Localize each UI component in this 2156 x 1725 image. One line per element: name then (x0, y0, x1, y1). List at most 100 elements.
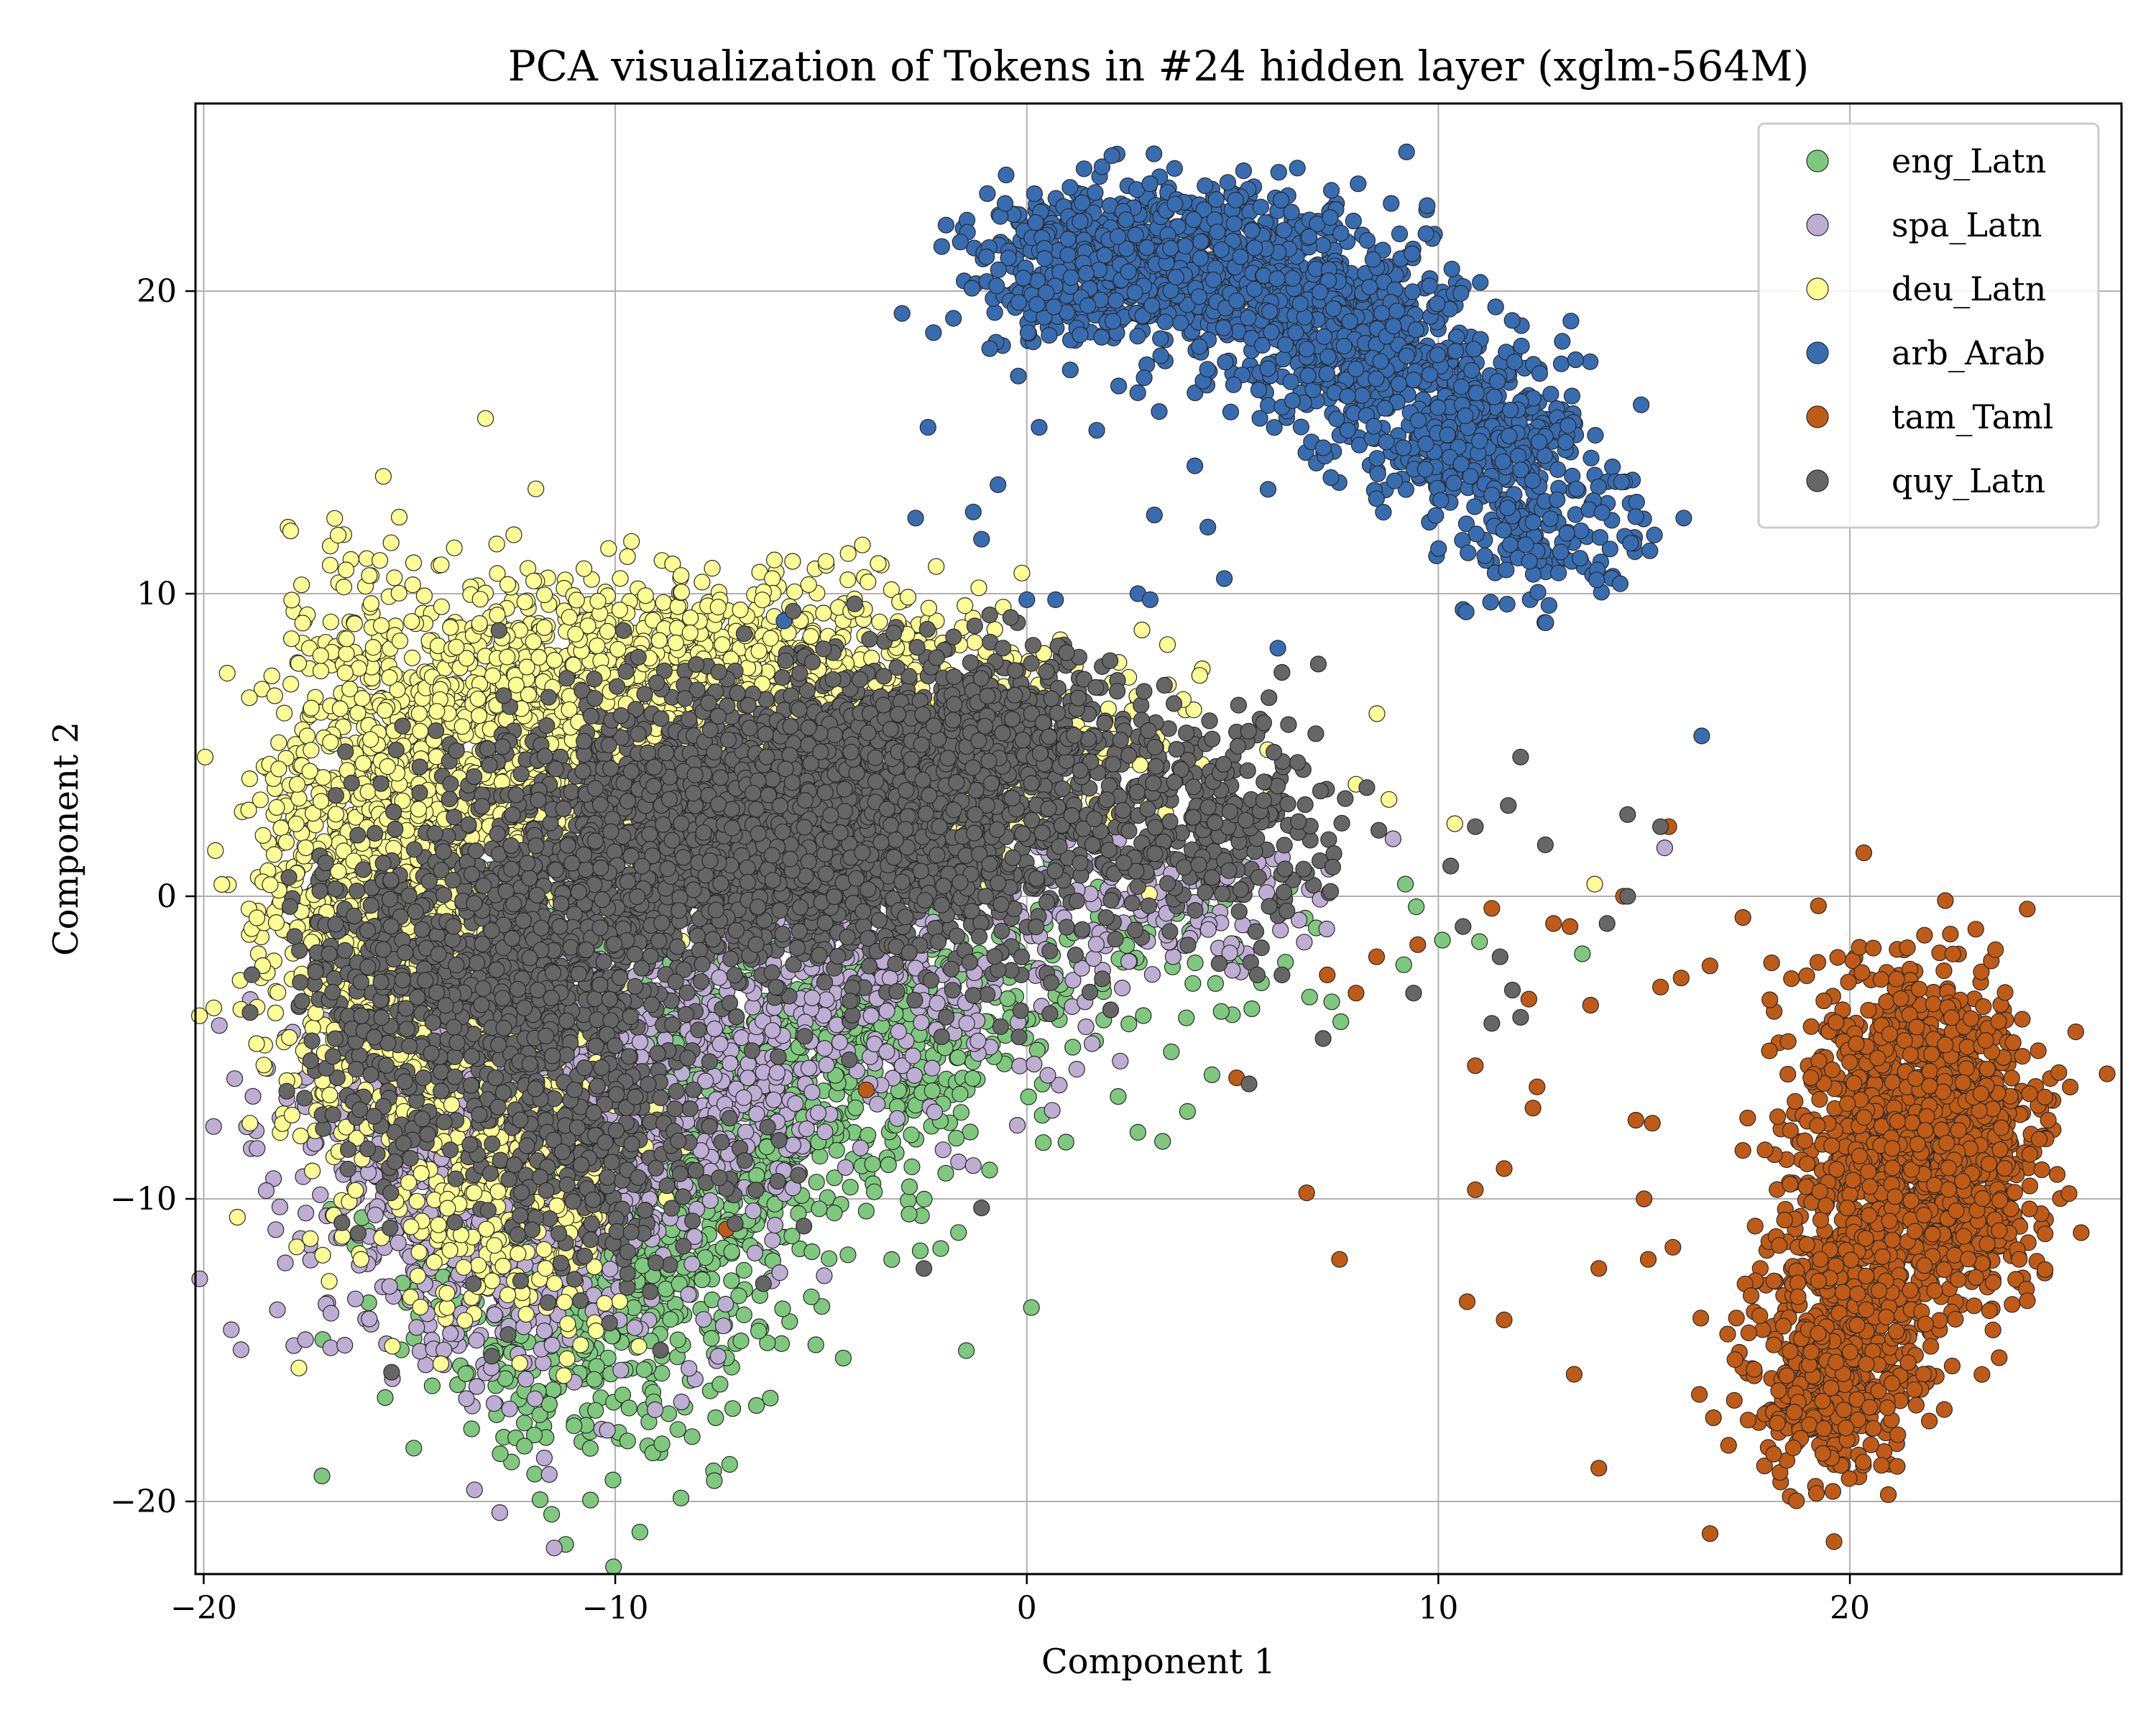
data-point (458, 1390, 475, 1407)
data-point (294, 615, 311, 632)
data-point (347, 1182, 364, 1199)
data-point (386, 569, 403, 586)
data-point (773, 1335, 791, 1353)
data-point (694, 1271, 711, 1289)
data-point (764, 1231, 781, 1249)
data-point (277, 1254, 294, 1271)
data-point (1296, 934, 1313, 951)
data-point (232, 1341, 249, 1358)
data-point (837, 1159, 854, 1177)
data-point (211, 1017, 228, 1034)
data-point (361, 567, 378, 584)
data-point (526, 1390, 544, 1407)
data-point (545, 1540, 563, 1557)
data-point (602, 1260, 619, 1278)
data-point (717, 1295, 734, 1313)
data-point (1085, 949, 1102, 967)
data-point (272, 819, 290, 837)
data-point (262, 876, 279, 893)
data-point (653, 1435, 671, 1453)
data-point (276, 704, 293, 722)
data-point (619, 1432, 636, 1450)
data-point (683, 1428, 701, 1445)
data-point (733, 1029, 750, 1046)
data-point (587, 1402, 604, 1419)
data-point (962, 1123, 979, 1141)
data-point (218, 664, 236, 682)
data-point (903, 1158, 921, 1176)
data-point (196, 748, 214, 765)
data-point (711, 1035, 729, 1053)
data-point (864, 1156, 881, 1173)
data-point (900, 1178, 918, 1195)
data-point (1179, 1103, 1197, 1121)
data-point (1068, 1060, 1085, 1078)
data-point (721, 1455, 738, 1473)
data-point (1087, 936, 1105, 953)
data-point (1120, 1015, 1138, 1033)
data-point (381, 1278, 398, 1295)
data-point (1396, 875, 1414, 893)
data-point (283, 1106, 300, 1124)
data-point (543, 1506, 561, 1523)
data-point (313, 1467, 331, 1485)
data-point (957, 1342, 975, 1359)
data-point (1332, 1013, 1350, 1031)
data-point (374, 468, 392, 485)
data-point (862, 1007, 880, 1024)
data-point (701, 1192, 719, 1210)
data-point (463, 1420, 480, 1438)
data-point (857, 1202, 875, 1220)
data-point (545, 1381, 562, 1399)
data-point (948, 1129, 965, 1147)
data-point (964, 1157, 982, 1174)
data-point (900, 1205, 918, 1223)
data-point (883, 1251, 900, 1269)
data-point (1083, 1035, 1101, 1052)
data-point (800, 1059, 818, 1077)
data-point (711, 969, 728, 986)
data-point (1318, 920, 1335, 938)
data-point (322, 613, 339, 630)
data-point (774, 1300, 791, 1317)
data-point (486, 1306, 504, 1323)
data-point (831, 1034, 849, 1051)
data-point (818, 991, 835, 1008)
data-point (1028, 1041, 1046, 1059)
data-point (820, 1250, 838, 1267)
data-point (1143, 966, 1161, 983)
data-point (999, 990, 1016, 1008)
data-point (1272, 921, 1289, 939)
data-point (1035, 1134, 1052, 1151)
data-point (732, 1332, 750, 1350)
data-point (257, 1182, 275, 1200)
data-point (803, 1288, 820, 1305)
data-point (329, 526, 347, 544)
data-point (492, 1445, 509, 1463)
data-point (803, 989, 821, 1007)
data-point (468, 1332, 485, 1349)
data-point (724, 1400, 742, 1417)
data-point (807, 1336, 824, 1353)
data-point (706, 1472, 723, 1489)
data-point (297, 1331, 314, 1348)
data-point (890, 1023, 908, 1040)
data-point (226, 1070, 244, 1087)
data-point (669, 1421, 686, 1438)
data-point (620, 1399, 637, 1417)
data-point (605, 1558, 622, 1576)
data-point (405, 554, 423, 571)
data-point (1026, 1055, 1043, 1073)
data-point (672, 1489, 690, 1506)
data-point (283, 630, 300, 648)
data-point (466, 1481, 483, 1499)
data-point (281, 1029, 298, 1046)
data-point (878, 1043, 895, 1060)
data-point (526, 1466, 543, 1483)
data-point (1212, 1003, 1230, 1020)
data-point (662, 1310, 679, 1328)
data-point (287, 815, 305, 832)
data-point (1178, 1009, 1195, 1026)
data-point (1199, 921, 1217, 938)
data-point (1039, 1067, 1056, 1084)
